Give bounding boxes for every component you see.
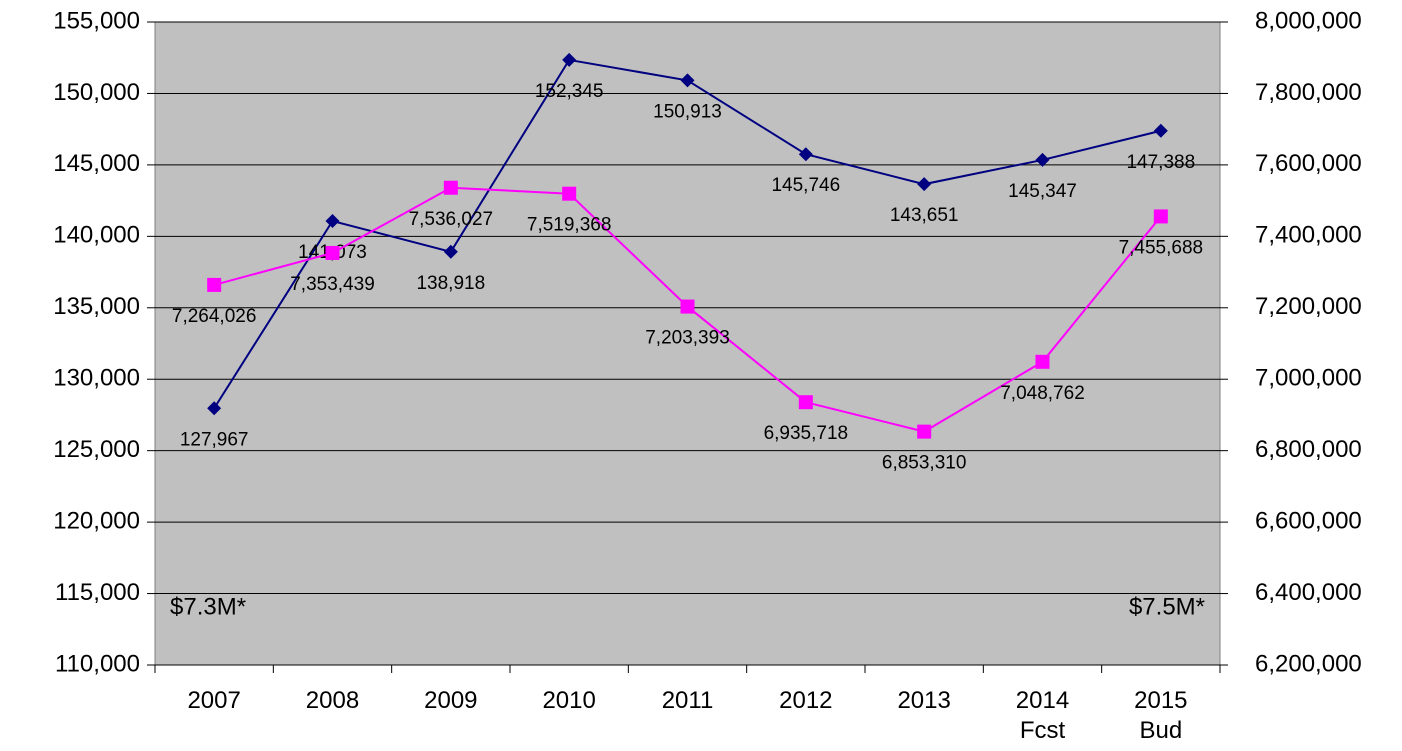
marker	[207, 401, 222, 416]
x-tick-label: 2014 Fcst	[1015, 687, 1070, 744]
marker	[443, 244, 458, 259]
data-label: 7,455,688	[1119, 237, 1204, 258]
marker	[798, 147, 813, 162]
y-tick-label: 130,000	[53, 365, 140, 392]
x-tick-label: 2009	[424, 687, 478, 714]
y2-tick-label: 7,800,000	[1255, 79, 1362, 106]
y2-tick-label: 7,400,000	[1255, 222, 1362, 249]
data-label: 7,353,439	[290, 274, 375, 295]
x-tick-label: 2007	[187, 687, 241, 714]
y-tick-label: 135,000	[53, 293, 140, 320]
data-label: 143,651	[890, 205, 959, 226]
x-tick-label: 2013	[897, 687, 951, 714]
data-label: 147,388	[1126, 152, 1195, 173]
marker	[1153, 123, 1168, 138]
data-label: 7,536,027	[409, 209, 494, 230]
marker	[325, 214, 340, 229]
y-tick-label: 110,000	[55, 650, 140, 677]
marker	[562, 186, 577, 201]
y2-tick-label: 6,400,000	[1255, 579, 1362, 606]
marker	[680, 299, 695, 314]
marker	[325, 245, 340, 260]
y2-tick-label: 6,800,000	[1255, 436, 1362, 463]
x-tick-label: 2012	[779, 687, 833, 714]
annotation: $7.3M*	[170, 593, 246, 620]
marker	[1153, 209, 1168, 224]
x-tick-label: 2008	[305, 687, 360, 714]
y-tick-label: 125,000	[53, 436, 140, 463]
y2-tick-label: 7,200,000	[1255, 293, 1362, 320]
data-label: 150,913	[653, 101, 722, 122]
plot-area	[154, 21, 1221, 666]
y-tick-label: 155,000	[53, 7, 140, 34]
y2-tick-label: 6,600,000	[1255, 507, 1362, 534]
marker	[798, 395, 813, 410]
x-tick-label: 2010	[542, 687, 596, 714]
data-label: 6,935,718	[764, 423, 849, 444]
data-label: 7,048,762	[1000, 383, 1085, 404]
data-label: 7,264,026	[172, 306, 257, 327]
y-tick-label: 140,000	[53, 222, 140, 249]
y2-tick-label: 8,000,000	[1255, 7, 1362, 34]
y-tick-label: 150,000	[53, 79, 140, 106]
y-tick-label: 145,000	[53, 150, 140, 177]
data-label: 138,918	[416, 273, 485, 294]
y-tick-label: 120,000	[53, 507, 140, 534]
data-label: 145,746	[771, 175, 840, 196]
data-label: 7,203,393	[645, 328, 730, 349]
annotation: $7.5M*	[1129, 593, 1205, 620]
data-label: 145,347	[1008, 181, 1077, 202]
marker	[207, 277, 222, 292]
marker	[680, 73, 695, 88]
marker	[917, 177, 932, 192]
y2-tick-label: 7,600,000	[1255, 150, 1362, 177]
marker	[1035, 152, 1050, 167]
data-label: 152,345	[535, 81, 604, 102]
data-label: 7,519,368	[527, 215, 612, 236]
data-label: 6,853,310	[882, 453, 967, 474]
y-tick-label: 115,000	[55, 579, 140, 606]
marker	[917, 424, 932, 439]
x-tick-label: 2011	[661, 687, 714, 714]
data-label: 127,967	[180, 429, 249, 450]
y2-tick-label: 6,200,000	[1255, 650, 1362, 677]
x-tick-label: 2015 Bud	[1134, 687, 1188, 744]
marker	[443, 180, 458, 195]
marker	[1035, 354, 1050, 369]
marker	[562, 52, 577, 67]
y2-tick-label: 7,000,000	[1255, 365, 1362, 392]
